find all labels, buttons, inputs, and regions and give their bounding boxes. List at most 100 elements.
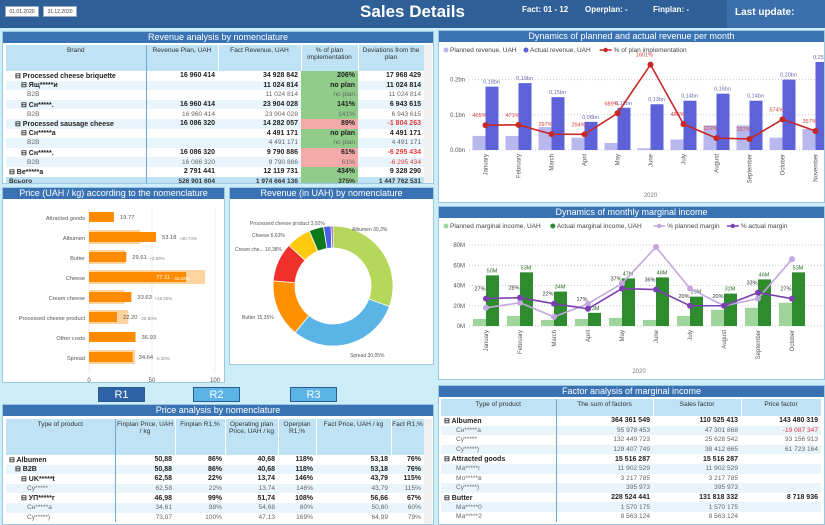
scrollbar[interactable]: [424, 45, 432, 183]
table-cell: [146, 129, 218, 139]
column-header[interactable]: Type of product: [6, 419, 116, 455]
column-header[interactable]: Fact Revenue, UAH: [218, 45, 302, 71]
x-axis-label: 2020: [632, 369, 646, 375]
table-row[interactable]: ⊟ B2B 50,88 86% 40,68 118% 53,18 76%: [6, 464, 424, 475]
x-tick-label: March: [552, 330, 558, 347]
table-row[interactable]: Су*****) 129 407 749 38 412 665 61 723 164: [441, 444, 821, 455]
table-row[interactable]: Ма*****2 8 563 124 8 563 124: [441, 511, 821, 522]
table-row[interactable]: Всього 526 901 604 1 974 664 136 375% 1 447 …: [6, 176, 424, 183]
table-cell: Всього: [6, 176, 147, 183]
column-header[interactable]: Operplan R1,%: [278, 419, 317, 455]
table-cell: 23 904 028: [218, 99, 301, 110]
table-row[interactable]: ⊟ Сн*****а 4 491 171 no plan 4 491 171: [6, 128, 424, 139]
table-cell: 50,88: [154, 456, 172, 464]
table-row[interactable]: Сн*****а 34,61 98% 54,68 80% 50,80 60%: [6, 502, 424, 513]
pct-marker: [581, 131, 588, 138]
table-row[interactable]: B2B 4 491 171 no plan 4 491 171: [6, 138, 424, 148]
table-row[interactable]: Мо*****в 3 217 785 3 217 785: [441, 473, 821, 484]
table-row[interactable]: Су*****) 73,07 100% 47,13 169% 64,99 79%: [6, 512, 424, 523]
table-cell: 206%: [301, 71, 358, 81]
table-row[interactable]: ⊟ Processed sausage cheese 16 086 320 14 2…: [6, 118, 424, 129]
tab-r2[interactable]: R2: [193, 387, 240, 402]
table-cell: 50,88: [115, 464, 175, 475]
table-row[interactable]: ⊟ Ящ*****и 11 024 814 no plan 11 024 814: [6, 80, 424, 91]
table-row[interactable]: Су*****) 395 973 395 973: [441, 483, 821, 493]
x-tick-label: June: [654, 329, 660, 343]
table-cell: 61 723 164: [741, 444, 821, 455]
table-cell: 93 156 913: [784, 436, 818, 444]
price-bar: [89, 292, 132, 302]
line-value-label: 465%: [472, 113, 486, 119]
column-header[interactable]: % of plan implementation: [301, 45, 359, 71]
table-row[interactable]: ⊟ Butter 228 524 441 131 818 332 8 718 936: [441, 492, 821, 503]
table-row[interactable]: ⊟ УП*****г 46,98 99% 51,74 108% 56,66 67%: [6, 493, 424, 503]
column-header[interactable]: Type of product: [441, 399, 557, 416]
revenue-donut-panel: Revenue (in UAH) by nomenclature Albumen…: [229, 187, 434, 365]
actual-bar: [518, 83, 532, 150]
table-row[interactable]: Сн*****а 95 978 453 47 301 868 -19 087 347: [441, 425, 821, 436]
table-cell: 16 086 320: [179, 149, 215, 157]
table-row[interactable]: Ма*****г 11 902 529 11 902 529: [441, 463, 821, 474]
column-header[interactable]: Price factor: [741, 399, 822, 416]
column-header[interactable]: Operating plan Price, UAH / kg: [225, 419, 279, 455]
legend-label: Planned marginal income, UAH: [450, 223, 541, 230]
column-header[interactable]: The sum of factors: [556, 399, 654, 416]
table-row[interactable]: ⊟ Processed cheese briquette 16 960 414 34…: [6, 71, 424, 81]
table-row[interactable]: ⊟ Сн*****. 16 086 320 9 790 886 61% -6 295 4…: [6, 147, 424, 158]
price-chart-panel: Price (UAH / kg) according to the nomenc…: [2, 187, 225, 383]
revenue-dynamics-chart: 0.0bn 0.1bn 0.2bn 0,18bn January 0,19bn Februa…: [443, 47, 824, 199]
table-row[interactable]: B2B 11 024 814 no plan 11 024 814: [6, 90, 424, 100]
tab-r1[interactable]: R1: [98, 387, 145, 402]
column-header[interactable]: Finplan R1,%: [175, 419, 226, 455]
pct-marker: [779, 116, 786, 123]
column-header[interactable]: Brand: [6, 45, 147, 71]
line-value-label: 27%: [474, 287, 485, 293]
table-cell: 395 973: [653, 483, 741, 493]
table-row[interactable]: Су***** 132 449 723 25 628 542 93 156 913: [441, 435, 821, 445]
table-row[interactable]: ⊟ Ве*****а 2 791 441 12 119 731 434% 9 328 2…: [6, 166, 424, 177]
legend-label: Actual marginal income, UAH: [557, 223, 642, 230]
price-bar: [89, 272, 187, 282]
table-row[interactable]: ⊟ Сн*****. 16 960 414 23 904 028 141% 6 943 …: [6, 99, 424, 110]
table-row[interactable]: B2B 16 086 320 9 790 886 61% -6 295 434: [6, 157, 424, 167]
table-cell: -19 087 347: [741, 425, 821, 436]
table-cell: 9 328 290: [389, 168, 421, 176]
table-cell: 526 901 604: [146, 176, 218, 183]
y-tick-label: 0.1bn: [450, 113, 465, 119]
table-cell: Су*****: [441, 435, 557, 445]
table-cell: 43,79: [370, 475, 388, 483]
table-row[interactable]: ⊟ Attracted goods 15 516 287 15 516 287: [441, 454, 821, 464]
table-row[interactable]: Ма*****0 1 570 175 1 570 175: [441, 502, 821, 512]
table-row[interactable]: B2B 16 960 414 23 904 028 141% 6 943 615: [6, 109, 424, 119]
line-value-label: 689%: [604, 101, 618, 107]
legend-dot-icon: [523, 47, 529, 53]
legend-marker-icon: [603, 47, 608, 53]
date-from-input[interactable]: 01.01.2020: [5, 6, 39, 17]
column-header[interactable]: Finplan Price, UAH / kg: [115, 419, 176, 455]
slice-label: Albumen 30,3%: [352, 227, 388, 233]
scrollbar[interactable]: [424, 419, 432, 524]
line-value-label: 471%: [505, 113, 519, 119]
margin-dynamics-chart: 0M 20M 40M 60M 80M 50M January 53M February 34M Ma…: [443, 223, 824, 375]
column-header[interactable]: Sales factor: [653, 399, 742, 416]
panel-title: Dynamics of planned and actual revenue p…: [439, 31, 824, 42]
table-cell: [146, 80, 218, 91]
column-header[interactable]: Revenue Plan, UAH: [146, 45, 219, 71]
table-row[interactable]: ⊟ Albumen 364 361 549 110 525 413 143 480 3…: [441, 416, 821, 426]
donut-slice: [330, 225, 334, 249]
deviation-label: -16.28%: [173, 276, 190, 281]
table-row[interactable]: Су***** 62,58 22% 13,74 146% 43,79 115%: [6, 483, 424, 494]
table-row[interactable]: ⊟ Albumen 50,88 86% 40,68 118% 53,18 76%: [6, 455, 424, 465]
line-value-label: 357%: [802, 119, 816, 125]
line-value-label: 294%: [571, 122, 585, 128]
table-cell: 141%: [301, 99, 358, 110]
table-row[interactable]: ⊟ UK*****t 62,58 22% 13,74 146% 43,79 115%: [6, 474, 424, 484]
tab-r3[interactable]: R3: [290, 387, 337, 402]
column-header[interactable]: Deviations from the plan: [358, 45, 425, 71]
table-cell: B2B: [6, 90, 147, 100]
donut-slice: [294, 298, 390, 347]
date-to-input[interactable]: 31.12.2020: [43, 6, 77, 17]
table-cell: 40,68: [225, 464, 278, 475]
column-header[interactable]: Fact R1,%: [391, 419, 425, 455]
column-header[interactable]: Fact Price, UAH / kg: [316, 419, 392, 455]
